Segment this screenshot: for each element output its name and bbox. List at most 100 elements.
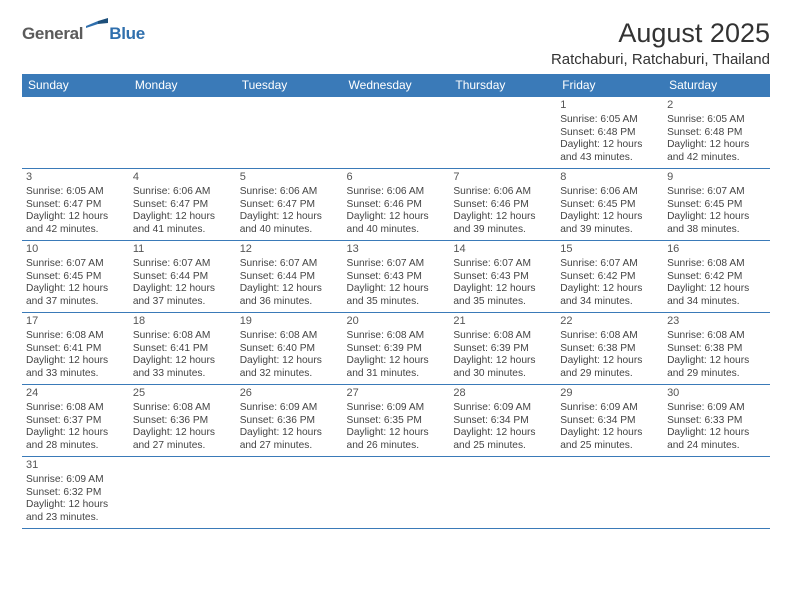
sunset-text: Sunset: 6:43 PM bbox=[453, 271, 552, 284]
calendar-day-cell: 29Sunrise: 6:09 AMSunset: 6:34 PMDayligh… bbox=[556, 385, 663, 457]
calendar-day-cell: 17Sunrise: 6:08 AMSunset: 6:41 PMDayligh… bbox=[22, 313, 129, 385]
day-number: 31 bbox=[26, 459, 125, 473]
sunrise-text: Sunrise: 6:08 AM bbox=[26, 402, 125, 415]
calendar-day-cell bbox=[343, 457, 450, 529]
sunset-text: Sunset: 6:47 PM bbox=[133, 199, 232, 212]
weekday-header: Sunday bbox=[22, 74, 129, 97]
daylight-text: Daylight: 12 hours and 39 minutes. bbox=[453, 211, 552, 237]
calendar-day-cell: 24Sunrise: 6:08 AMSunset: 6:37 PMDayligh… bbox=[22, 385, 129, 457]
sunset-text: Sunset: 6:32 PM bbox=[26, 487, 125, 500]
calendar-day-cell: 25Sunrise: 6:08 AMSunset: 6:36 PMDayligh… bbox=[129, 385, 236, 457]
calendar-day-cell: 2Sunrise: 6:05 AMSunset: 6:48 PMDaylight… bbox=[663, 97, 770, 169]
page-title: August 2025 bbox=[551, 18, 770, 49]
sunrise-text: Sunrise: 6:06 AM bbox=[347, 186, 446, 199]
sunset-text: Sunset: 6:37 PM bbox=[26, 415, 125, 428]
logo-text-blue: Blue bbox=[109, 24, 145, 44]
daylight-text: Daylight: 12 hours and 36 minutes. bbox=[240, 283, 339, 309]
sunrise-text: Sunrise: 6:09 AM bbox=[26, 474, 125, 487]
sunrise-text: Sunrise: 6:06 AM bbox=[240, 186, 339, 199]
calendar-week-row: 31Sunrise: 6:09 AMSunset: 6:32 PMDayligh… bbox=[22, 457, 770, 529]
sunrise-text: Sunrise: 6:05 AM bbox=[26, 186, 125, 199]
day-number: 5 bbox=[240, 171, 339, 185]
calendar-day-cell: 31Sunrise: 6:09 AMSunset: 6:32 PMDayligh… bbox=[22, 457, 129, 529]
day-number: 13 bbox=[347, 243, 446, 257]
day-number: 4 bbox=[133, 171, 232, 185]
calendar-body: 1Sunrise: 6:05 AMSunset: 6:48 PMDaylight… bbox=[22, 97, 770, 529]
calendar-week-row: 3Sunrise: 6:05 AMSunset: 6:47 PMDaylight… bbox=[22, 169, 770, 241]
daylight-text: Daylight: 12 hours and 37 minutes. bbox=[133, 283, 232, 309]
calendar-day-cell bbox=[129, 457, 236, 529]
daylight-text: Daylight: 12 hours and 29 minutes. bbox=[560, 355, 659, 381]
day-number: 28 bbox=[453, 387, 552, 401]
sunset-text: Sunset: 6:41 PM bbox=[26, 343, 125, 356]
sunrise-text: Sunrise: 6:09 AM bbox=[667, 402, 766, 415]
sunset-text: Sunset: 6:36 PM bbox=[240, 415, 339, 428]
calendar-day-cell: 8Sunrise: 6:06 AMSunset: 6:45 PMDaylight… bbox=[556, 169, 663, 241]
sunset-text: Sunset: 6:45 PM bbox=[560, 199, 659, 212]
sunrise-text: Sunrise: 6:05 AM bbox=[667, 114, 766, 127]
sunrise-text: Sunrise: 6:09 AM bbox=[560, 402, 659, 415]
sunset-text: Sunset: 6:42 PM bbox=[667, 271, 766, 284]
daylight-text: Daylight: 12 hours and 40 minutes. bbox=[347, 211, 446, 237]
day-number: 8 bbox=[560, 171, 659, 185]
daylight-text: Daylight: 12 hours and 31 minutes. bbox=[347, 355, 446, 381]
weekday-header-row: Sunday Monday Tuesday Wednesday Thursday… bbox=[22, 74, 770, 97]
sunrise-text: Sunrise: 6:07 AM bbox=[347, 258, 446, 271]
day-number: 15 bbox=[560, 243, 659, 257]
sunrise-text: Sunrise: 6:09 AM bbox=[347, 402, 446, 415]
page-subtitle: Ratchaburi, Ratchaburi, Thailand bbox=[551, 51, 770, 68]
sunset-text: Sunset: 6:38 PM bbox=[560, 343, 659, 356]
calendar-day-cell: 18Sunrise: 6:08 AMSunset: 6:41 PMDayligh… bbox=[129, 313, 236, 385]
calendar-day-cell: 16Sunrise: 6:08 AMSunset: 6:42 PMDayligh… bbox=[663, 241, 770, 313]
day-number: 24 bbox=[26, 387, 125, 401]
sunrise-text: Sunrise: 6:08 AM bbox=[347, 330, 446, 343]
day-number: 9 bbox=[667, 171, 766, 185]
sunset-text: Sunset: 6:45 PM bbox=[667, 199, 766, 212]
daylight-text: Daylight: 12 hours and 34 minutes. bbox=[560, 283, 659, 309]
sunset-text: Sunset: 6:40 PM bbox=[240, 343, 339, 356]
sunset-text: Sunset: 6:34 PM bbox=[453, 415, 552, 428]
daylight-text: Daylight: 12 hours and 43 minutes. bbox=[560, 139, 659, 165]
calendar-day-cell bbox=[343, 97, 450, 169]
day-number: 7 bbox=[453, 171, 552, 185]
sunset-text: Sunset: 6:39 PM bbox=[453, 343, 552, 356]
day-number: 14 bbox=[453, 243, 552, 257]
sunset-text: Sunset: 6:45 PM bbox=[26, 271, 125, 284]
daylight-text: Daylight: 12 hours and 33 minutes. bbox=[26, 355, 125, 381]
daylight-text: Daylight: 12 hours and 42 minutes. bbox=[26, 211, 125, 237]
sunset-text: Sunset: 6:48 PM bbox=[667, 127, 766, 140]
day-number: 18 bbox=[133, 315, 232, 329]
weekday-header: Wednesday bbox=[343, 74, 450, 97]
day-number: 2 bbox=[667, 99, 766, 113]
calendar-week-row: 10Sunrise: 6:07 AMSunset: 6:45 PMDayligh… bbox=[22, 241, 770, 313]
daylight-text: Daylight: 12 hours and 41 minutes. bbox=[133, 211, 232, 237]
daylight-text: Daylight: 12 hours and 25 minutes. bbox=[560, 427, 659, 453]
calendar-day-cell: 15Sunrise: 6:07 AMSunset: 6:42 PMDayligh… bbox=[556, 241, 663, 313]
sunrise-text: Sunrise: 6:07 AM bbox=[133, 258, 232, 271]
calendar-day-cell bbox=[236, 97, 343, 169]
title-block: August 2025 Ratchaburi, Ratchaburi, Thai… bbox=[551, 18, 770, 68]
day-number: 21 bbox=[453, 315, 552, 329]
calendar-week-row: 17Sunrise: 6:08 AMSunset: 6:41 PMDayligh… bbox=[22, 313, 770, 385]
logo: General Blue bbox=[22, 18, 145, 44]
daylight-text: Daylight: 12 hours and 30 minutes. bbox=[453, 355, 552, 381]
logo-text-general: General bbox=[22, 24, 83, 44]
sunrise-text: Sunrise: 6:08 AM bbox=[560, 330, 659, 343]
calendar-day-cell bbox=[22, 97, 129, 169]
sunrise-text: Sunrise: 6:06 AM bbox=[453, 186, 552, 199]
sunrise-text: Sunrise: 6:05 AM bbox=[560, 114, 659, 127]
calendar-day-cell: 22Sunrise: 6:08 AMSunset: 6:38 PMDayligh… bbox=[556, 313, 663, 385]
sunset-text: Sunset: 6:44 PM bbox=[133, 271, 232, 284]
calendar-day-cell: 12Sunrise: 6:07 AMSunset: 6:44 PMDayligh… bbox=[236, 241, 343, 313]
weekday-header: Friday bbox=[556, 74, 663, 97]
day-number: 26 bbox=[240, 387, 339, 401]
calendar-day-cell: 7Sunrise: 6:06 AMSunset: 6:46 PMDaylight… bbox=[449, 169, 556, 241]
calendar-day-cell: 4Sunrise: 6:06 AMSunset: 6:47 PMDaylight… bbox=[129, 169, 236, 241]
calendar-day-cell: 9Sunrise: 6:07 AMSunset: 6:45 PMDaylight… bbox=[663, 169, 770, 241]
calendar-day-cell bbox=[236, 457, 343, 529]
sunset-text: Sunset: 6:46 PM bbox=[453, 199, 552, 212]
daylight-text: Daylight: 12 hours and 27 minutes. bbox=[133, 427, 232, 453]
day-number: 27 bbox=[347, 387, 446, 401]
sunset-text: Sunset: 6:39 PM bbox=[347, 343, 446, 356]
calendar-page: General Blue August 2025 Ratchaburi, Rat… bbox=[0, 0, 792, 529]
